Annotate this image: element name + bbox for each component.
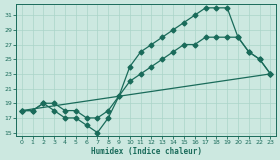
X-axis label: Humidex (Indice chaleur): Humidex (Indice chaleur) <box>91 147 202 156</box>
